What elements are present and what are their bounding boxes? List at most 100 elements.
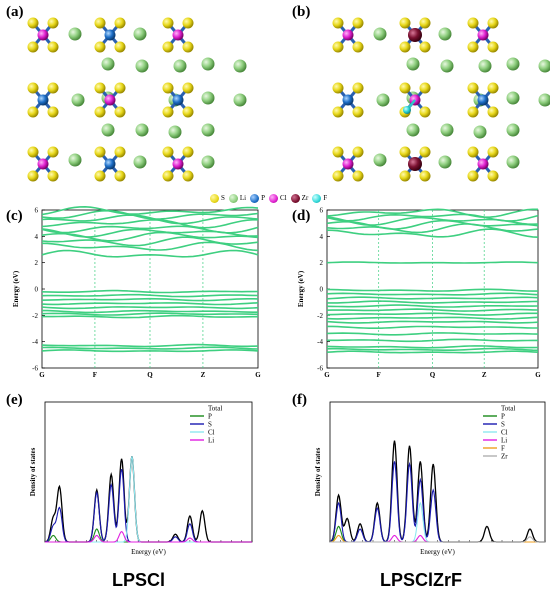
valence-band-line — [326, 308, 539, 312]
conduction-band-line — [41, 219, 258, 229]
legend-label-total: Total — [501, 405, 515, 413]
li-atom — [538, 59, 550, 73]
conduction-band-line — [326, 213, 539, 222]
valence-band-line — [42, 314, 258, 319]
valence-band-line — [41, 289, 259, 294]
li-atom — [68, 27, 82, 41]
s-atom — [114, 106, 126, 118]
s-atom — [182, 82, 194, 94]
valence-band-line — [41, 297, 259, 302]
s-atom — [114, 170, 126, 182]
conduction-band-line — [326, 208, 538, 219]
valence-band-line — [326, 288, 538, 292]
cl-atom — [37, 29, 49, 41]
y-tick-label: -4 — [317, 338, 323, 346]
p-atom — [104, 29, 116, 41]
conduction-band-line — [41, 231, 259, 242]
s-atom — [487, 106, 499, 118]
valence-band-line — [326, 304, 539, 308]
dos-curve-cl — [45, 456, 252, 543]
s-atom — [467, 17, 479, 29]
legend-label-total: Total — [208, 405, 222, 413]
legend-atom-s-label: S — [221, 194, 225, 202]
s-atom — [332, 17, 344, 29]
s-atom — [162, 17, 174, 29]
li-atom — [201, 57, 215, 71]
s-atom — [94, 82, 106, 94]
p-atom — [172, 94, 184, 106]
s-atom — [399, 82, 411, 94]
s-atom — [487, 146, 499, 158]
kpoint-label: G — [39, 371, 45, 379]
cl-atom-swatch — [269, 193, 279, 203]
s-atom — [94, 17, 106, 29]
conduction-band-line — [326, 219, 539, 230]
legend-atom-p: P — [250, 193, 265, 203]
legend-atom-s: S — [210, 193, 225, 203]
s-atom — [162, 170, 174, 182]
s-atom — [419, 146, 431, 158]
s-atom-swatch — [210, 193, 219, 203]
s-atom — [94, 170, 106, 182]
legend-label-zr: Zr — [501, 453, 508, 461]
s-atom — [94, 106, 106, 118]
li-atom — [201, 91, 215, 105]
s-atom — [352, 170, 364, 182]
conduction-band-line — [41, 205, 259, 216]
legend-label-s: S — [208, 421, 212, 429]
kpoint-label: Z — [482, 371, 487, 379]
s-atom — [162, 82, 174, 94]
dos-chart-f: Density of states Energy (eV) TotalPSClLiF… — [314, 401, 546, 556]
s-atom — [467, 106, 479, 118]
legend-label-cl: Cl — [208, 429, 215, 437]
legend-label-p: P — [208, 413, 212, 421]
valence-band-line — [326, 312, 538, 316]
s-atom — [47, 17, 59, 29]
valence-band-line — [326, 350, 539, 354]
s-atom — [419, 170, 431, 182]
y-tick-label: 0 — [320, 286, 324, 294]
s-atom — [487, 170, 499, 182]
li-atom — [233, 93, 247, 107]
valence-band-line — [41, 343, 259, 348]
cl-atom — [172, 158, 184, 170]
y-axis-label: Density of states — [314, 447, 322, 496]
s-atom — [162, 146, 174, 158]
li-atom — [376, 93, 390, 107]
s-atom — [162, 41, 174, 53]
kpoint-label: Z — [201, 371, 206, 379]
s-atom — [114, 146, 126, 158]
panel-label-e: (e) — [6, 392, 23, 408]
y-tick-label: 2 — [320, 259, 324, 267]
conduction-band-line — [326, 223, 539, 234]
legend-label-cl: Cl — [501, 429, 508, 437]
valence-band-line — [41, 349, 259, 353]
zr-atom — [408, 157, 422, 171]
li-atom — [201, 155, 215, 169]
s-atom — [352, 106, 364, 118]
valence-band-line — [41, 312, 259, 316]
s-atom — [114, 17, 126, 29]
s-atom — [419, 41, 431, 53]
dos-curve-zr — [330, 536, 545, 543]
s-atom — [419, 106, 431, 118]
s-atom — [47, 82, 59, 94]
s-atom — [399, 170, 411, 182]
panel-label-f: (f) — [292, 392, 307, 408]
conduction-band-line — [41, 225, 259, 234]
s-atom — [182, 106, 194, 118]
cl-atom — [37, 158, 49, 170]
s-atom — [352, 146, 364, 158]
s-atom — [182, 146, 194, 158]
s-atom — [27, 17, 39, 29]
s-atom — [399, 146, 411, 158]
s-atom — [182, 41, 194, 53]
y-tick-label: 4 — [35, 233, 39, 241]
y-tick-label: -6 — [317, 365, 323, 373]
kpoint-label: F — [377, 371, 381, 379]
li-atom — [538, 93, 550, 107]
s-atom — [27, 170, 39, 182]
